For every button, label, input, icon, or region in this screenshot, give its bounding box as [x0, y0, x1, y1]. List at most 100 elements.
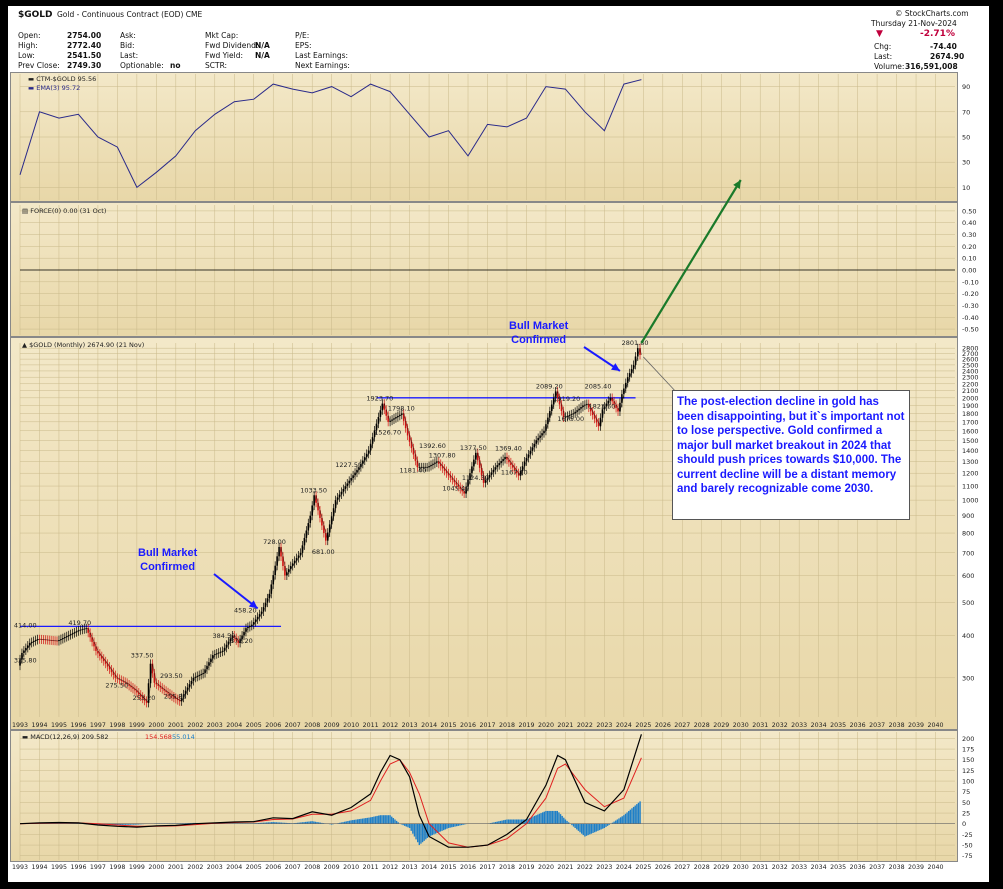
price-candle-body: [198, 674, 201, 676]
macd-histogram-bar: [188, 823, 190, 824]
price-candle-body: [108, 666, 111, 670]
price-candle-body: [132, 687, 134, 689]
macd-histogram-bar: [530, 817, 533, 824]
macd-histogram-bar: [611, 822, 614, 824]
year-tick-label-bottom: 2025: [635, 864, 651, 871]
price-tick-label: 1700: [962, 418, 979, 426]
macd-histogram-bar: [584, 823, 586, 837]
macd-histogram-bar: [550, 810, 552, 824]
macd-histogram-bar: [373, 816, 375, 824]
macd-histogram-bar: [598, 823, 601, 831]
price-candle-body: [138, 692, 140, 695]
price-candle-body: [89, 632, 91, 638]
price-candle-body: [206, 665, 208, 670]
macd-histogram-bar: [119, 823, 122, 825]
price-candle-body: [25, 647, 27, 651]
macd-histogram-bar: [115, 823, 117, 826]
macd-histogram-bar: [116, 823, 119, 826]
bull-market-label-2004: Bull Market Confirmed: [138, 546, 197, 574]
price-candle-body: [30, 641, 33, 643]
price-candle-body: [264, 602, 267, 608]
year-tick-label-bottom: 2030: [733, 864, 749, 871]
price-candle-body: [190, 681, 193, 685]
price-candle-body: [354, 472, 356, 476]
year-tick-label: 2014: [421, 722, 437, 729]
price-candle-body: [165, 690, 167, 693]
macd-histogram-bar: [413, 823, 416, 837]
year-tick-label: 2036: [850, 722, 866, 729]
year-tick-label: 2013: [402, 722, 418, 729]
macd-tick-label: 50: [962, 799, 970, 807]
macd-histogram-bar: [608, 823, 610, 825]
macd-histogram-bar: [189, 822, 192, 824]
price-candle-body: [60, 639, 62, 641]
macd-histogram-bar: [272, 822, 274, 824]
macd-histogram-bar: [615, 820, 617, 824]
price-candle-body: [58, 640, 60, 641]
price-candle-body: [519, 470, 522, 476]
price-candle-body: [328, 524, 331, 533]
macd-panel: [10, 730, 958, 862]
macd-histogram-bar: [618, 818, 620, 824]
macd-histogram-bar: [511, 819, 513, 824]
price-candle-body: [175, 697, 177, 699]
macd-histogram-bar: [592, 823, 594, 833]
year-tick-label-bottom: 2028: [694, 864, 710, 871]
rsi-tick-label: 90: [962, 83, 970, 91]
price-candle-body: [412, 448, 415, 455]
year-tick-label: 1995: [51, 722, 67, 729]
year-tick-label: 1994: [31, 722, 47, 729]
macd-histogram-bar: [494, 821, 497, 824]
price-point-label: 414.00: [14, 621, 37, 629]
price-candle-body: [625, 382, 627, 389]
price-candle-body: [301, 545, 304, 553]
year-tick-label-bottom: 2018: [499, 864, 515, 871]
macd-histogram-bar: [355, 819, 357, 824]
macd-tick-label: 100: [962, 778, 974, 786]
year-tick-label: 2010: [343, 722, 359, 729]
macd-histogram-bar: [366, 817, 369, 824]
last-value: 2674.90: [930, 52, 965, 61]
price-point-label: 337.50: [131, 651, 154, 659]
year-tick-label-bottom: 2020: [538, 864, 554, 871]
price-candle-body: [560, 404, 563, 412]
price-candle-body: [202, 672, 204, 674]
price-candle-body: [153, 673, 156, 683]
year-tick-label-bottom: 1997: [90, 864, 106, 871]
price-candle-body: [114, 674, 117, 678]
macd-histogram-bar: [306, 821, 309, 824]
year-tick-label-bottom: 1999: [129, 864, 145, 871]
price-point-label: 2801.80: [622, 339, 649, 347]
macd-signal-line: [19, 757, 642, 848]
symbol-description: Gold - Continuous Contract (EOD) CME: [57, 10, 202, 20]
year-tick-label-bottom: 2015: [441, 864, 457, 871]
macd-histogram-bar: [282, 822, 284, 824]
rsi-tick-label: 70: [962, 108, 970, 116]
price-candle-body: [350, 477, 352, 481]
price-candle-body: [473, 459, 475, 467]
price-candle-body: [204, 669, 206, 673]
macd-histogram-bar: [257, 822, 260, 824]
last-label: Last:: [874, 52, 893, 61]
macd-histogram-bar: [606, 823, 609, 826]
price-candle-body: [438, 461, 440, 464]
year-tick-label-bottom: 2032: [772, 864, 788, 871]
macd-histogram-bar: [460, 823, 463, 826]
price-candle-body: [159, 685, 162, 688]
macd-histogram-bar: [376, 815, 378, 824]
price-candle-body: [476, 452, 479, 461]
price-candle-body: [247, 626, 249, 629]
target-arrow: [640, 179, 742, 344]
year-tick-label-bottom: 2037: [869, 864, 885, 871]
price-candle-body: [556, 391, 559, 398]
price-candle-body: [406, 428, 409, 436]
price-candle-body: [208, 662, 210, 666]
macd-histogram-bar: [262, 822, 265, 824]
macd-histogram-bar: [339, 822, 341, 824]
price-candle-body: [597, 422, 600, 427]
force-tick-label: 0.00: [962, 267, 976, 275]
macd-histogram-bar: [428, 823, 430, 837]
price-point-label: 1124.30: [462, 474, 489, 482]
macd-histogram-bar: [404, 823, 406, 826]
price-candle-body: [233, 635, 236, 638]
